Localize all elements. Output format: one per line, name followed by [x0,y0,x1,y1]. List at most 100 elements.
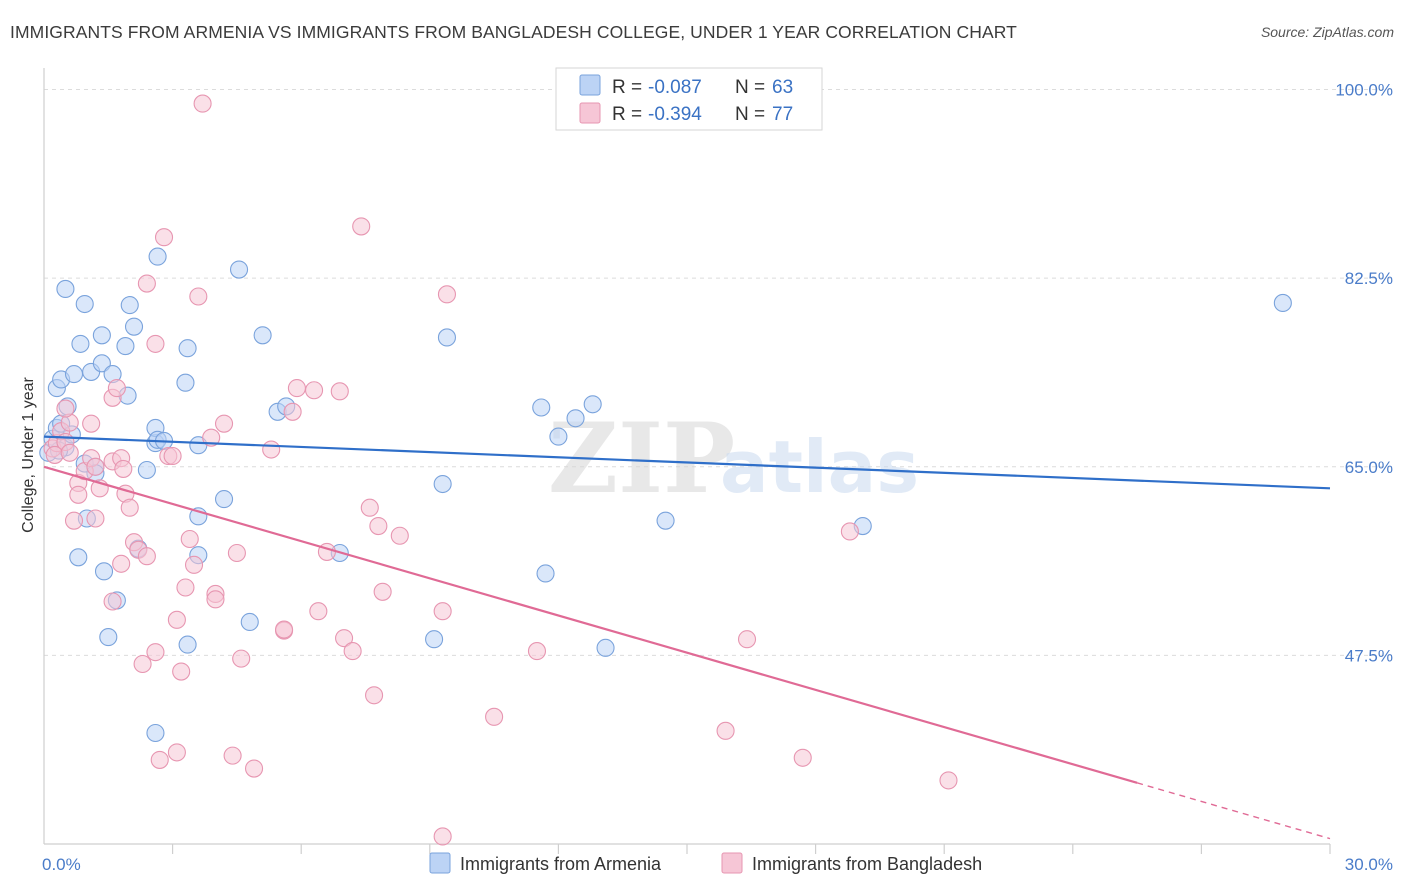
armenia-point [137,460,156,480]
legend-bottom-armenia-swatch [429,852,451,874]
armenia-point [92,326,111,345]
bangladesh-point [360,498,379,517]
armenia-point [120,296,139,315]
legend-bottom-bangladesh-swatch [721,852,743,874]
armenia-point [178,635,197,654]
y-tick-labels: 100.0% 82.5% 65.0% 47.5% [1335,81,1393,666]
legend-bangladesh-r-label: R = [612,104,647,125]
armenia-point [1273,293,1292,313]
armenia-point [116,337,135,356]
bangladesh-point [223,746,242,765]
bangladesh-point [309,602,328,621]
bangladesh-point [56,399,75,418]
legend-bangladesh-r-value: -0.394 [648,104,702,125]
bangladesh-point [69,485,88,504]
chart-title: IMMIGRANTS FROM ARMENIA VS IMMIGRANTS FR… [10,22,1017,42]
armenia-point [92,354,111,373]
x-tick-label-min: 0.0% [42,855,81,874]
y-axis-label: College, Under 1 year [20,377,37,533]
trend-line-armenia [43,435,1331,490]
series-bangladesh-points [43,94,958,846]
bangladesh-point [793,748,812,767]
armenia-point [240,612,259,632]
bangladesh-point [107,379,126,398]
armenia-point [532,398,551,417]
bangladesh-point [189,287,208,306]
bangladesh-point [103,592,122,611]
armenia-point [425,630,444,649]
legend-armenia-n-label: N = [735,77,770,98]
bangladesh-point [146,334,165,353]
armenia-point [56,279,75,298]
legend-bottom: Immigrants from Armenia Immigrants from … [429,852,982,874]
bangladesh-point [227,543,246,563]
armenia-point [656,511,675,530]
armenia-point [253,326,272,345]
bangladesh-point [373,582,392,601]
armenia-point [583,395,602,414]
legend-bangladesh-n-value: 77 [772,104,793,125]
armenia-point [148,247,167,266]
bangladesh-point [369,517,388,536]
legend-armenia-n-value: 63 [772,77,793,98]
legend-bottom-armenia-label: Immigrants from Armenia [460,854,662,874]
bangladesh-point [60,443,79,462]
x-tick-label-max: 30.0% [1345,855,1393,874]
bangladesh-point [154,228,174,247]
trend-lines [43,435,1331,840]
bangladesh-point [390,526,409,545]
bangladesh-point [137,547,156,566]
bangladesh-point [167,610,186,629]
bangladesh-point [193,94,212,113]
bangladesh-point [262,440,281,459]
legend-bangladesh-swatch [579,102,601,124]
armenia-point [549,427,568,446]
bangladesh-point [112,554,131,573]
bangladesh-point [716,721,735,740]
armenia-point [596,638,615,657]
bangladesh-point [244,759,264,778]
y-tick-label: 82.5% [1345,269,1393,288]
bangladesh-point [287,379,306,398]
bangladesh-point [485,707,504,726]
bangladesh-point [146,643,165,662]
y-tick-label: 47.5% [1345,646,1393,665]
armenia-point [214,490,234,509]
bangladesh-point [86,509,105,528]
bangladesh-point [433,602,452,621]
armenia-point [178,339,197,358]
bangladesh-point [365,686,384,705]
bangladesh-point [343,642,362,661]
bangladesh-point [120,498,139,517]
bangladesh-point [202,428,221,447]
armenia-point [566,409,585,428]
armenia-point [75,294,94,314]
trend-line-bangladesh [43,465,1138,784]
x-tick-labels: 0.0% 30.0% [42,855,1393,874]
bangladesh-point [82,414,101,433]
trend-line-bangladesh-extension [1136,782,1331,840]
source-label: Source: ZipAtlas.com [1260,24,1394,40]
bangladesh-point [433,827,452,846]
bangladesh-point [137,274,156,293]
bangladesh-point [330,382,349,401]
bangladesh-point [840,522,859,541]
armenia-point [536,564,555,583]
bangladesh-point [214,414,234,433]
armenia-point [176,373,195,392]
bangladesh-point [283,402,302,421]
bangladesh-point [163,446,182,466]
bangladesh-point [275,620,294,639]
armenia-point [437,328,456,347]
bangladesh-point [180,529,199,549]
bangladesh-point [206,590,225,609]
bangladesh-point [305,381,324,400]
armenia-point [71,334,90,353]
legend-top: R = -0.087 N = 63 R = -0.394 N = 77 [555,67,823,131]
armenia-point [433,474,452,494]
bangladesh-point [527,642,547,661]
legend-armenia-swatch [579,74,601,96]
y-tick-label: 100.0% [1335,81,1393,100]
legend-bangladesh-n-label: N = [735,104,770,125]
